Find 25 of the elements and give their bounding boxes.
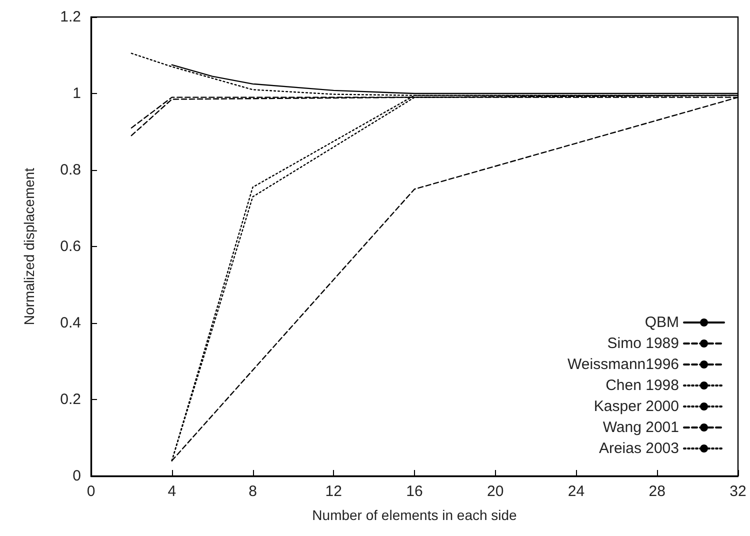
x-tick-label: 28 bbox=[648, 483, 666, 500]
y-tick-label: 0.4 bbox=[60, 314, 81, 332]
legend-label: Weissmann1996 bbox=[568, 356, 679, 373]
legend-label: Chen 1998 bbox=[606, 377, 679, 394]
legend-label: Simo 1989 bbox=[607, 335, 679, 352]
y-tick-label: 1 bbox=[72, 85, 81, 102]
y-axis-title: Normalized displacement bbox=[21, 168, 37, 326]
legend-label: Wang 2001 bbox=[602, 419, 679, 436]
x-tick-label: 8 bbox=[248, 483, 257, 500]
x-tick-label: 4 bbox=[168, 483, 176, 500]
legend-label: Areias 2003 bbox=[598, 440, 679, 457]
x-tick-label: 32 bbox=[730, 483, 746, 500]
y-tick-label: 0.2 bbox=[60, 391, 81, 408]
x-tick-label: 20 bbox=[487, 483, 504, 500]
x-tick-label: 16 bbox=[406, 483, 423, 500]
legend-label: QBM bbox=[644, 314, 679, 331]
y-tick-label: 1.2 bbox=[60, 8, 81, 26]
y-tick-label: 0.6 bbox=[60, 238, 81, 255]
x-axis-title: Number of elements in each side bbox=[312, 507, 518, 523]
legend-label: Kasper 2000 bbox=[594, 398, 679, 415]
x-tick-label: 12 bbox=[325, 483, 342, 500]
y-tick-label: 0.8 bbox=[60, 162, 81, 178]
y-tick-label: 0 bbox=[72, 468, 81, 484]
x-tick-label: 24 bbox=[568, 483, 585, 500]
x-tick-label: 0 bbox=[86, 483, 96, 500]
